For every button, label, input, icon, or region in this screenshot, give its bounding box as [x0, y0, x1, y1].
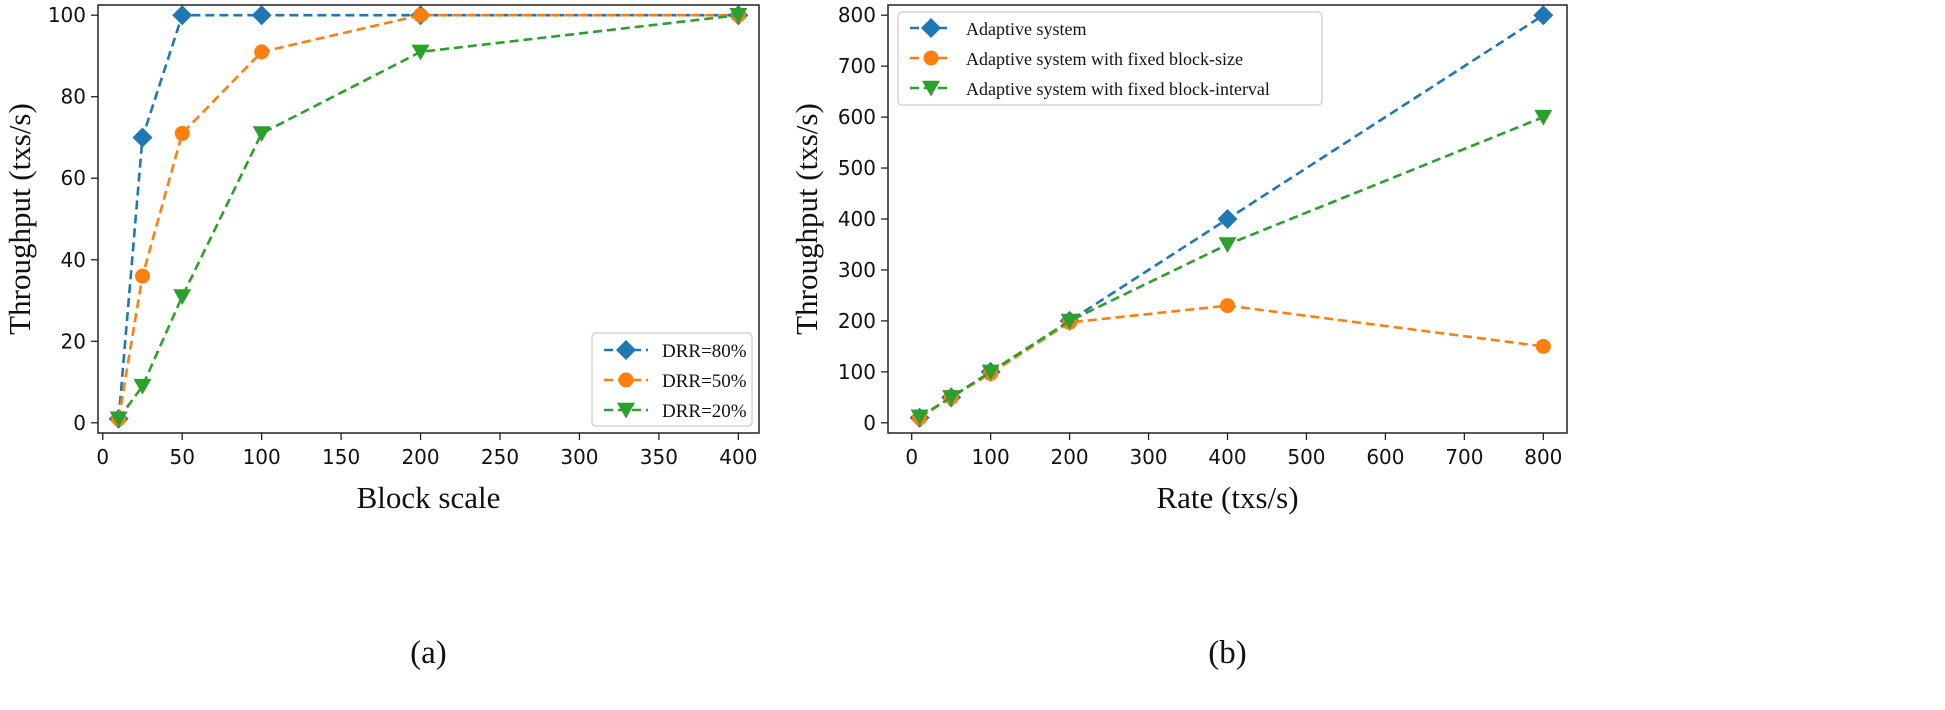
a-legend-marker: [618, 372, 634, 388]
a-x-tick-label: 0: [96, 445, 109, 469]
a-legend-label: DRR=80%: [662, 341, 747, 362]
chart-b: 0 100 200 300 400 500 600 700 800 0 100 200 300 400 50…: [789, 3, 1568, 671]
a-y-tick-label: 60: [61, 166, 86, 190]
chart-a-caption: (a): [410, 635, 447, 671]
chart-a-plot-frame: [97, 4, 760, 434]
b-legend-label: Adaptive system with fixed block-interva…: [966, 79, 1270, 99]
a-data-point: [729, 7, 748, 24]
b-x-tick-label: 400: [1208, 445, 1246, 469]
chart-a-series: [108, 5, 749, 429]
a-x-tick-label: 350: [640, 445, 678, 469]
chart-b-series: [909, 5, 1554, 428]
a-data-point: [172, 5, 193, 26]
b-data-point: [1060, 313, 1079, 330]
chart-b-y-axis-label: Throughput (txs/s): [789, 103, 824, 335]
b-data-point: [1218, 237, 1237, 254]
b-y-tick-label: 200: [838, 309, 876, 333]
a-legend-label: DRR=20%: [662, 401, 747, 422]
chart-a-y-axis-label: Throughput (txs/s): [2, 103, 37, 335]
b-data-point: [1220, 298, 1235, 314]
chart-b-caption: (b): [1208, 635, 1246, 671]
a-data-point: [254, 44, 270, 60]
b-y-tick-label: 600: [838, 105, 876, 129]
a-data-point: [411, 44, 430, 61]
b-data-point: [1535, 338, 1551, 354]
b-data-point: [942, 390, 961, 406]
a-data-point: [173, 289, 192, 305]
a-data-point: [252, 126, 271, 142]
b-x-tick-label: 700: [1445, 445, 1483, 469]
b-y-tick-label: 0: [863, 411, 876, 435]
a-x-tick-label: 400: [719, 445, 757, 469]
b-y-tick-label: 800: [838, 3, 876, 27]
a-y-tick-label: 40: [61, 248, 86, 272]
b-x-tick-label: 600: [1366, 445, 1404, 469]
a-data-point: [413, 7, 429, 23]
b-y-tick-label: 400: [838, 207, 876, 231]
chart-b-legend: Adaptive system Adaptive system with fixe…: [897, 11, 1323, 106]
a-y-tick-label: 80: [61, 85, 86, 109]
b-x-tick-label: 800: [1524, 445, 1562, 469]
b-series-line-2: [918, 115, 1544, 418]
chart-b-x-axis-label: Rate (txs/s): [1156, 480, 1298, 515]
b-x-tick-label: 0: [905, 445, 918, 469]
a-x-tick-label: 300: [560, 445, 598, 469]
a-data-point: [109, 411, 128, 428]
b-y-tick-label: 700: [838, 54, 876, 78]
b-x-tick-label: 500: [1287, 445, 1325, 469]
b-legend-marker: [921, 18, 941, 38]
b-legend-marker: [922, 80, 940, 97]
a-series-line-1: [117, 13, 739, 419]
b-data-point: [1534, 109, 1553, 126]
a-data-point: [133, 378, 152, 395]
b-y-tick-label: 500: [838, 156, 876, 180]
a-y-tick-label: 20: [61, 329, 86, 353]
chart-a-ticks: 0 50 100 150 200 250 300 350 400 0 20 40 60 80 100: [48, 3, 758, 469]
a-x-tick-label: 200: [401, 445, 439, 469]
b-legend-box: [897, 11, 1323, 106]
a-data-point: [174, 125, 190, 141]
chart-a: 0 50 100 150 200 250 300 350 400 0 20 40 60 80 100 Blo…: [2, 3, 760, 671]
a-legend-label: DRR=50%: [662, 371, 747, 392]
b-legend-label: Adaptive system with fixed block-size: [966, 49, 1243, 69]
chart-a-x-axis-label: Block scale: [357, 480, 501, 515]
a-legend-marker: [616, 340, 636, 360]
b-y-tick-label: 300: [838, 258, 876, 282]
b-data-point: [981, 364, 1000, 381]
b-y-tick-label: 100: [838, 360, 876, 384]
b-x-tick-label: 200: [1050, 445, 1088, 469]
a-x-tick-label: 150: [322, 445, 360, 469]
b-data-point: [1217, 209, 1238, 229]
a-x-tick-label: 50: [169, 445, 194, 469]
b-data-point: [910, 409, 929, 426]
b-series-line-1: [918, 304, 1544, 419]
a-x-tick-label: 100: [243, 445, 281, 469]
a-x-tick-label: 250: [481, 445, 519, 469]
a-data-point: [132, 127, 153, 148]
a-legend-box: [591, 332, 753, 427]
chart-b-plot-frame: [887, 4, 1568, 434]
a-series-line-2: [117, 13, 739, 420]
b-legend-label: Adaptive system: [966, 19, 1086, 39]
a-y-tick-label: 0: [73, 411, 86, 435]
a-data-point: [251, 5, 272, 26]
b-x-tick-label: 100: [972, 445, 1010, 469]
b-x-tick-label: 300: [1129, 445, 1167, 469]
a-legend-marker: [617, 402, 635, 419]
chart-a-legend: DRR=80% DRR=50% DRR=20%: [591, 332, 753, 427]
a-data-point: [134, 268, 150, 284]
b-data-point: [1533, 5, 1554, 26]
chart-b-ticks: 0 100 200 300 400 500 600 700 800 0 100 200 300 400 50…: [838, 3, 1563, 469]
b-legend-marker: [923, 50, 939, 66]
a-y-tick-label: 100: [48, 3, 86, 27]
